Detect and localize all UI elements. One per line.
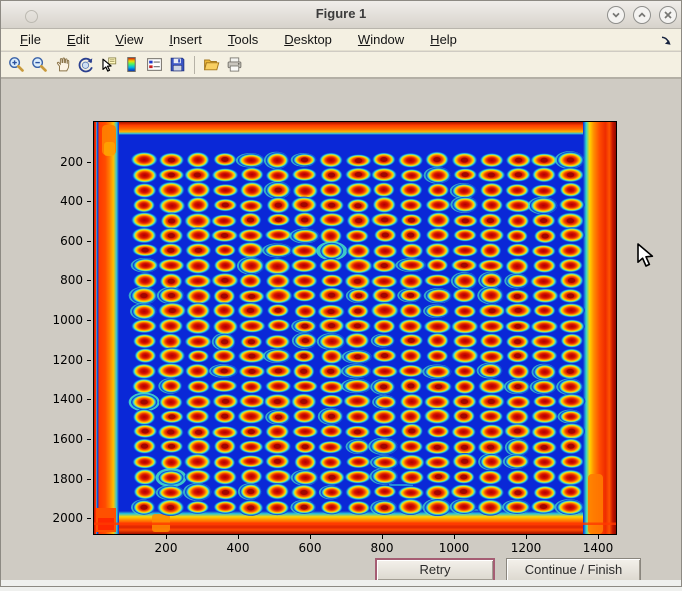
- plot-axes[interactable]: [93, 121, 617, 535]
- retry-button[interactable]: Retry: [375, 558, 495, 582]
- menu-tools[interactable]: Tools: [227, 32, 259, 47]
- menu-help[interactable]: Help: [430, 32, 457, 47]
- window-title: Figure 1: [315, 6, 367, 21]
- y-tick-label: 600: [60, 233, 83, 248]
- y-tick-label: 1800: [52, 471, 83, 486]
- y-tick-label: 1600: [52, 431, 83, 446]
- menu-edit[interactable]: Edit: [66, 32, 90, 47]
- data-cursor-icon[interactable]: [97, 53, 120, 77]
- menu-desktop[interactable]: Desktop: [284, 32, 332, 47]
- y-tick-mark: [87, 438, 91, 440]
- menu-window[interactable]: Window: [357, 32, 405, 47]
- window-menu-icon[interactable]: [25, 10, 38, 23]
- y-tick-mark: [87, 280, 91, 282]
- rotate-3d-icon[interactable]: [74, 53, 97, 77]
- y-tick-mark: [87, 320, 91, 322]
- toolbar-separator: [194, 55, 195, 74]
- y-tick-mark: [87, 201, 91, 203]
- x-tick-label: 1200: [510, 541, 542, 555]
- close-icon[interactable]: [659, 6, 677, 24]
- menu-overflow-arrow-icon[interactable]: [660, 34, 673, 52]
- y-tick-mark: [87, 359, 91, 361]
- figure-canvas: 200 400 600 800 1000 1200 1400 200 400 600 800 1000…: [1, 81, 681, 586]
- menu-file[interactable]: File: [20, 32, 41, 47]
- y-tick-label: 1000: [52, 313, 83, 328]
- window-controls: [607, 6, 677, 24]
- heatmap-image[interactable]: [94, 122, 616, 534]
- x-tick-mark: [598, 535, 599, 539]
- zoom-out-icon[interactable]: [28, 53, 51, 77]
- chevron-up-icon[interactable]: [633, 6, 651, 24]
- y-tick-mark: [87, 478, 91, 480]
- y-tick-label: 2000: [52, 511, 83, 526]
- toolbar: [1, 52, 681, 79]
- colorbar-icon[interactable]: [120, 53, 143, 77]
- menu-insert[interactable]: Insert: [169, 32, 202, 47]
- y-tick-mark: [87, 518, 91, 520]
- x-tick-mark: [310, 535, 311, 539]
- x-tick-label: 200: [154, 541, 178, 555]
- y-tick-label: 800: [60, 273, 83, 288]
- x-tick-label: 400: [226, 541, 250, 555]
- y-tick-label: 1200: [52, 352, 83, 367]
- chevron-down-icon[interactable]: [607, 6, 625, 24]
- x-tick-label: 800: [370, 541, 394, 555]
- x-tick-mark: [166, 535, 167, 539]
- y-tick-mark: [87, 399, 91, 401]
- x-tick-label: 1400: [582, 541, 614, 555]
- legend-icon[interactable]: [143, 53, 166, 77]
- zoom-in-icon[interactable]: [5, 53, 28, 77]
- open-folder-icon[interactable]: [200, 53, 223, 77]
- x-tick-mark: [526, 535, 527, 539]
- menu-bar: File Edit View Insert Tools Desktop Window Help: [1, 29, 681, 51]
- x-tick-label: 600: [298, 541, 322, 555]
- print-icon[interactable]: [223, 53, 246, 77]
- desktop-strip: [1, 580, 681, 586]
- save-icon[interactable]: [166, 53, 189, 77]
- title-bar[interactable]: Figure 1: [1, 1, 681, 29]
- y-tick-mark: [87, 240, 91, 242]
- menu-view[interactable]: View: [115, 32, 144, 47]
- y-tick-label: 1400: [52, 392, 83, 407]
- x-tick-mark: [238, 535, 239, 539]
- x-tick-mark: [454, 535, 455, 539]
- y-tick-label: 400: [60, 194, 83, 209]
- y-tick-label: 200: [60, 154, 83, 169]
- x-tick-label: 1000: [438, 541, 470, 555]
- pan-icon[interactable]: [51, 53, 74, 77]
- x-tick-mark: [382, 535, 383, 539]
- y-tick-mark: [87, 161, 91, 163]
- continue-finish-button[interactable]: Continue / Finish: [506, 558, 641, 582]
